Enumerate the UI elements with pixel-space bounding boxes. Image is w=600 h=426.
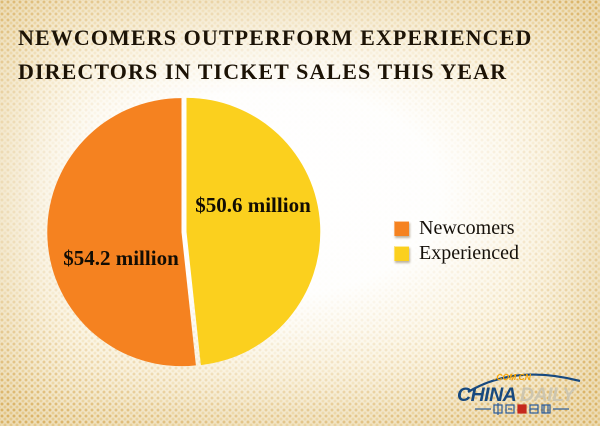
pie-value-label-experienced: $50.6 million xyxy=(195,193,311,217)
legend-label-experienced: Experienced xyxy=(419,242,519,264)
logo-domain-text: .COM.CN xyxy=(494,372,532,382)
logo-brand-daily: DAILY xyxy=(520,384,577,406)
pie-slice-experienced xyxy=(186,97,321,366)
logo-swoosh-arc xyxy=(467,373,581,393)
logo-brand-china: CHINA xyxy=(457,384,516,406)
chart-legend: Newcomers Experienced xyxy=(394,218,519,268)
chinadaily-logo: .COM.CN CHINA DAILY xyxy=(453,368,593,426)
legend-label-newcomers: Newcomers xyxy=(419,217,515,239)
legend-swatch-experienced xyxy=(394,245,409,261)
legend-item-newcomers: Newcomers xyxy=(394,218,519,238)
logo-chinese-characters xyxy=(475,403,569,415)
pie-value-label-newcomers: $54.2 million xyxy=(63,246,179,270)
chart-title: NEWCOMERS OUTPERFORM EXPERIENCED DIRECTO… xyxy=(18,21,532,89)
chart-title-line2: DIRECTORS IN TICKET SALES THIS YEAR xyxy=(18,59,508,84)
legend-swatch-newcomers xyxy=(394,220,409,236)
pie-slice-newcomers xyxy=(47,98,196,367)
legend-item-experienced: Experienced xyxy=(394,243,519,263)
chart-title-line1: NEWCOMERS OUTPERFORM EXPERIENCED xyxy=(18,25,533,50)
